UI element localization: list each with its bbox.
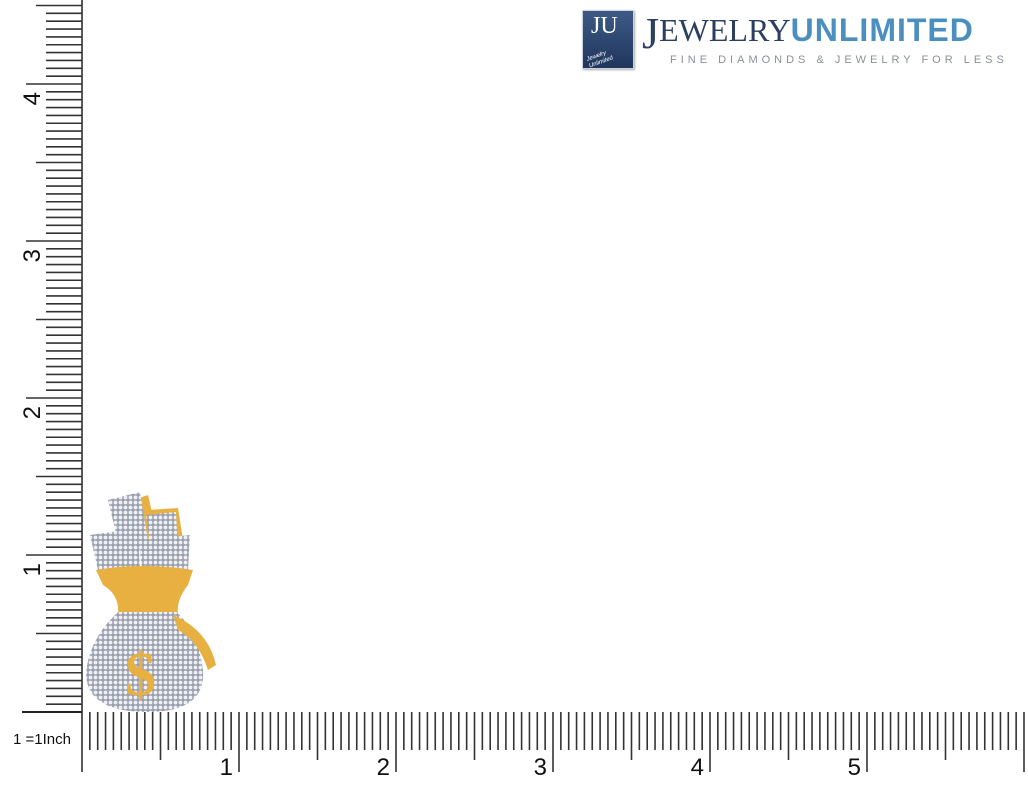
vertical-label: 1 [19, 563, 46, 576]
logo-word-jewelry: EWELRY [659, 12, 791, 48]
gold-tie [96, 566, 193, 615]
logo-badge: JU Jewelry Unlimited [582, 10, 634, 70]
vertical-label: 2 [19, 406, 46, 419]
bag-body [86, 612, 204, 712]
logo-initial: J [642, 9, 660, 58]
vertical-label: 4 [19, 92, 46, 105]
bills [90, 492, 190, 575]
logo-word-unlimited: UNLIMITED [790, 12, 974, 48]
dollar-sign: $ [125, 641, 156, 709]
horizontal-label: 5 [848, 754, 861, 781]
horizontal-label: 3 [534, 754, 547, 781]
logo-badge-initials: JU [591, 13, 618, 39]
scale-label: 1 =1Inch [13, 731, 71, 748]
horizontal-label: 2 [377, 754, 390, 781]
logo-tagline: FINE DIAMONDS & JEWELRY FOR LESS [670, 54, 1008, 66]
brand-logo: JU Jewelry Unlimited JEWELRYUNLIMITED FI… [582, 10, 1022, 70]
logo-wordmark: JEWELRYUNLIMITED [642, 12, 974, 56]
money-bag-pendant-image: $ [86, 492, 216, 712]
horizontal-label: 4 [691, 754, 704, 781]
gold-ribbon [173, 615, 216, 670]
horizontal-label: 1 [220, 754, 233, 781]
vertical-label: 3 [19, 249, 46, 262]
